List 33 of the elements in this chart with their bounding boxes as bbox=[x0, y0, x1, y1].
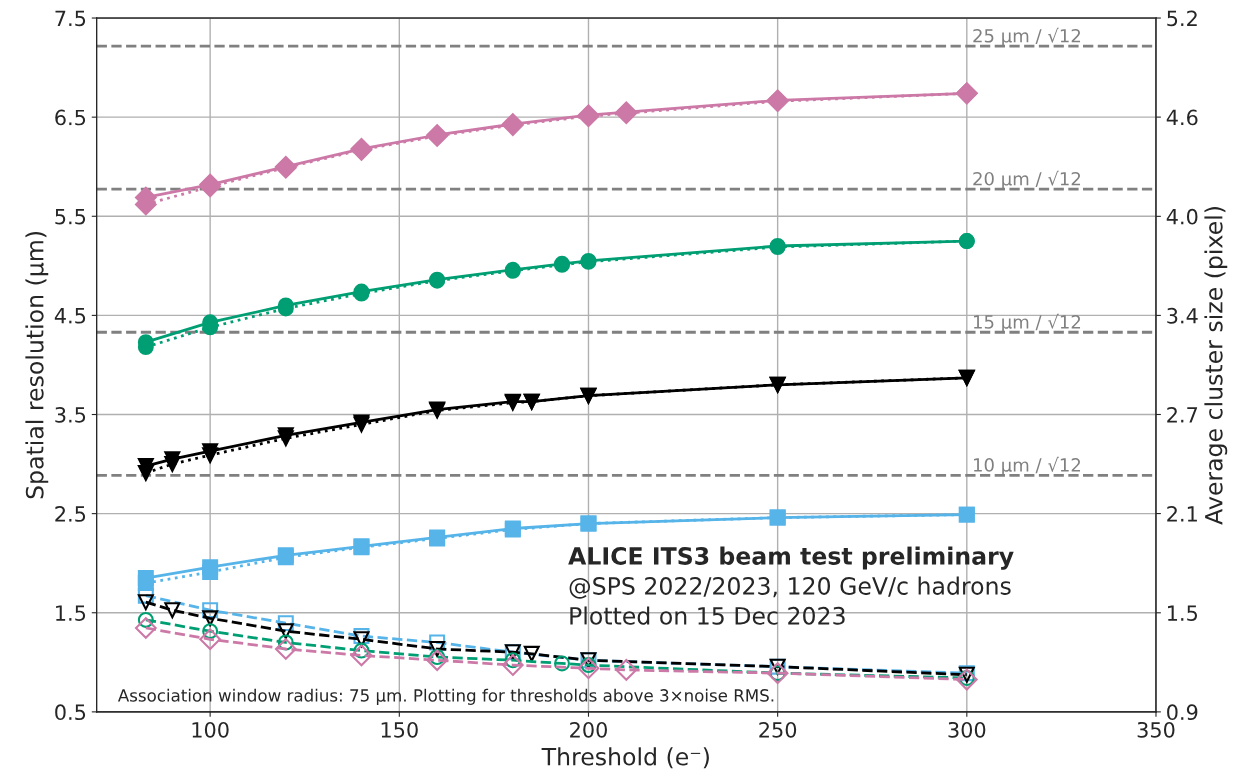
y-tick-label: 6.5 bbox=[55, 109, 86, 126]
x-tick-label: 150 bbox=[381, 721, 418, 738]
y-tick-label: 0.5 bbox=[55, 704, 86, 721]
y2-tick-label: 4.6 bbox=[1166, 109, 1198, 126]
y-tick-label: 4.5 bbox=[54, 308, 86, 324]
x-tick-label: 250 bbox=[759, 721, 797, 738]
x-tick-label: 350 bbox=[1137, 721, 1175, 738]
y-tick-label: 1.5 bbox=[56, 605, 86, 621]
y-tick-label: 2.5 bbox=[55, 506, 86, 522]
y-tick-label: 3.5 bbox=[55, 406, 86, 423]
y-tick-label: 5.5 bbox=[55, 209, 86, 225]
annotation: @SPS 2022/2023, 120 GeV/c hadrons bbox=[569, 576, 1011, 599]
x-tick-label: 300 bbox=[948, 721, 986, 738]
y2-tick-label: 2.7 bbox=[1167, 406, 1198, 423]
y2-axis-title: Average cluster size (pixel) bbox=[1204, 207, 1228, 525]
ref-line-label: 10 μm / √12 bbox=[973, 456, 1081, 476]
y-tick-label: 7.5 bbox=[55, 10, 86, 27]
y2-tick-label: 0.9 bbox=[1167, 704, 1198, 721]
annotation: Association window radius: 75 μm. Plotting for thresholds above 3×noise RMS. bbox=[117, 688, 774, 705]
x-axis-title: Threshold (e⁻) bbox=[541, 747, 709, 769]
y2-tick-label: 2.1 bbox=[1167, 506, 1197, 522]
ref-line-label: 20 μm / √12 bbox=[973, 170, 1081, 190]
ref-line-label: 15 μm / √12 bbox=[973, 313, 1081, 333]
ref-line-label: 25 μm / √12 bbox=[973, 27, 1081, 47]
annotation: ALICE ITS3 beam test preliminary bbox=[568, 546, 1014, 570]
x-tick-label: 100 bbox=[192, 721, 229, 738]
y-axis-title: Spatial resolution (μm) bbox=[25, 232, 49, 499]
y2-tick-label: 4.0 bbox=[1166, 208, 1198, 225]
annotation: Plotted on 15 Dec 2023 bbox=[570, 606, 845, 625]
x-tick-label: 200 bbox=[570, 721, 607, 738]
y2-tick-label: 3.4 bbox=[1167, 307, 1198, 324]
y2-tick-label: 5.2 bbox=[1167, 10, 1197, 27]
y2-tick-label: 1.5 bbox=[1168, 605, 1198, 622]
